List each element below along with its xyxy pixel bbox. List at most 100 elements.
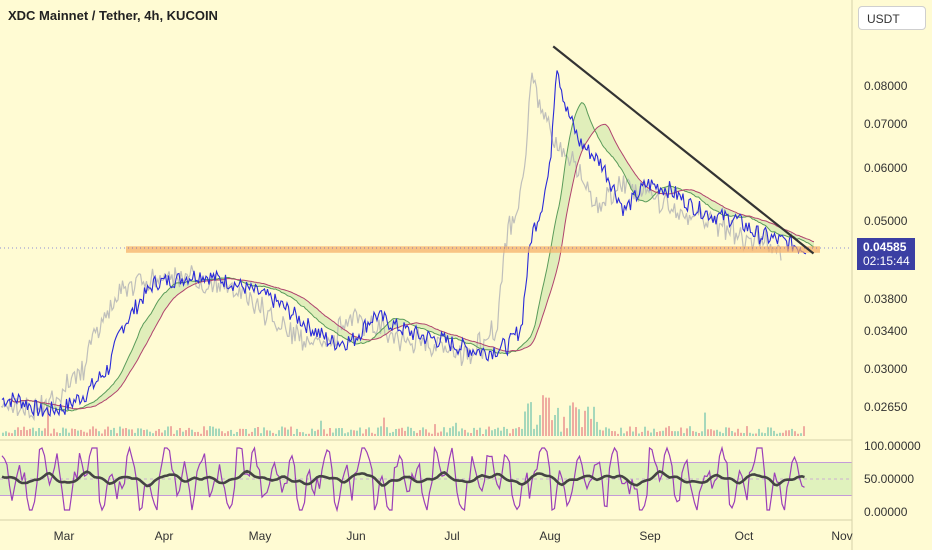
volume-bar [305,433,307,436]
volume-bar [176,430,178,436]
trendline [552,45,815,255]
volume-bar [296,428,298,436]
oscillator-layer [0,439,852,513]
volume-bar [266,430,268,436]
support-zone [126,246,820,253]
x-tick-label: Nov [831,529,852,543]
volume-bar [611,431,613,436]
volume-bar [41,430,43,436]
y-tick-label: 0.07000 [864,117,908,131]
volume-bar [650,432,652,436]
volume-bar [488,426,490,436]
volume-bar [179,428,181,436]
lines-layer [0,70,815,422]
volume-bar [131,429,133,436]
volume-bar [356,430,358,436]
volume-bar [155,430,157,436]
volume-bar [476,429,478,436]
y-tick-label: 0.06000 [864,161,908,175]
volume-bar [98,431,100,436]
volume-bar [665,427,667,436]
volume-bar [698,433,700,436]
volume-layer [2,395,805,436]
volume-bar [563,416,565,436]
volume-bar [608,428,610,436]
oscillator-tick-label: 0.00000 [864,505,908,519]
volume-bar [689,426,691,436]
volume-bar [68,432,70,436]
volume-bar [350,429,352,436]
volume-bar [722,433,724,436]
volume-bar [167,426,169,436]
volume-bar [185,430,187,436]
volume-bar [758,428,760,436]
volume-bar [434,424,436,436]
volume-bar [530,402,532,436]
volume-bar [326,433,328,436]
volume-bar [341,428,343,436]
volume-bar [773,430,775,436]
x-tick-label: Mar [54,529,75,543]
volume-bar [17,427,19,436]
volume-bar [713,430,715,436]
oscillator-tick-label: 50.00000 [864,472,914,486]
volume-bar [428,432,430,436]
volume-bar [731,431,733,436]
volume-bar [638,433,640,436]
volume-bar [26,430,28,436]
volume-bar [554,415,556,436]
volume-bar [227,431,229,436]
volume-bar [617,433,619,436]
volume-bar [218,428,220,436]
volume-bar [233,433,235,436]
volume-bar [482,434,484,436]
volume-bar [620,427,622,436]
volume-bar [500,430,502,436]
volume-bar [695,431,697,436]
volume-bar [524,411,526,436]
volume-bar [8,432,10,436]
volume-bar [410,427,412,436]
currency-select-button[interactable]: USDT [858,6,926,30]
volume-bar [74,429,76,436]
volume-bar [389,432,391,436]
volume-bar [431,433,433,436]
volume-bar [656,432,658,436]
volume-bar [236,432,238,436]
volume-bar [707,429,709,436]
volume-bar [38,428,40,436]
volume-bar [557,407,559,436]
volume-bar [251,431,253,436]
volume-bar [101,433,103,436]
volume-bar [632,431,634,436]
volume-bar [425,429,427,436]
volume-bar [443,427,445,436]
ichimoku-cloud [10,102,814,412]
volume-bar [140,428,142,436]
volume-bar [170,426,172,436]
oscillator-line [1,445,805,513]
volume-bar [86,432,88,436]
volume-bar [380,426,382,436]
y-tick-label: 0.05000 [864,214,908,228]
volume-bar [23,426,25,436]
volume-bar [497,427,499,436]
y-tick-label: 0.08000 [864,79,908,93]
volume-bar [623,433,625,436]
volume-bar [734,432,736,436]
volume-bar [569,405,571,436]
volume-bar [287,429,289,436]
volume-bar [593,406,595,436]
volume-bar [506,428,508,436]
volume-bar [188,427,190,436]
volume-bar [314,431,316,436]
volume-bar [50,433,52,436]
volume-bar [704,412,706,436]
volume-bar [533,428,535,436]
volume-bar [80,429,82,436]
volume-bar [719,431,721,436]
volume-bar [470,433,472,436]
volume-bar [338,428,340,436]
bar-countdown: 02:15:44 [863,254,910,268]
volume-bar [53,428,55,436]
